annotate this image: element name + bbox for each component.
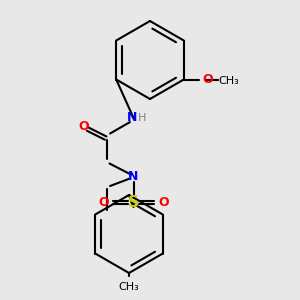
Text: O: O [98, 196, 109, 209]
Text: S: S [128, 195, 139, 210]
Text: H: H [138, 113, 146, 123]
Text: N: N [127, 111, 137, 124]
Text: N: N [128, 170, 139, 184]
Text: CH₃: CH₃ [118, 282, 140, 292]
Text: O: O [79, 119, 89, 133]
Text: O: O [158, 196, 169, 209]
Text: CH₃: CH₃ [218, 76, 239, 86]
Text: O: O [202, 73, 213, 86]
